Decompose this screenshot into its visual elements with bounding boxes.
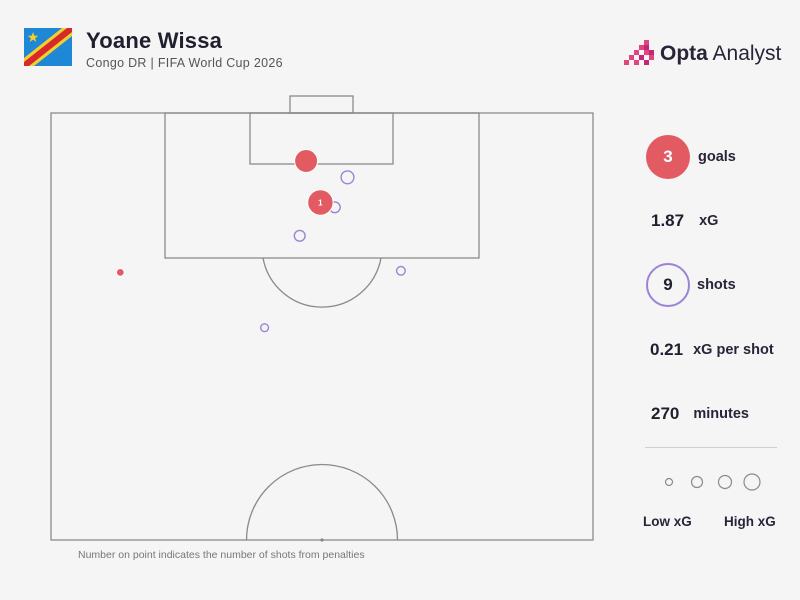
opta-logo-icon — [624, 40, 654, 65]
xg-per-shot-label: xG per shot — [693, 342, 774, 358]
xg-stat: 1.87 xG — [651, 211, 718, 231]
goals-value: 3 — [646, 135, 690, 179]
brand-analyst: Analyst — [707, 42, 782, 65]
goal-point — [294, 149, 319, 173]
six-yard-box — [249, 112, 394, 165]
goal-frame — [289, 95, 354, 114]
brand-opta: Opta — [660, 42, 708, 65]
shots-value: 9 — [646, 263, 690, 307]
xg-value: 1.87 — [651, 211, 685, 230]
centre-circle — [245, 463, 399, 541]
shot-points: 1 — [115, 149, 406, 333]
shots-label: shots — [697, 277, 736, 293]
goals-stat: 3 goals — [646, 135, 736, 179]
penalty-count-label: 1 — [318, 199, 323, 208]
shots-stat: 9 shots — [646, 263, 736, 307]
header: Yoane Wissa Congo DR | FIFA World Cup 20… — [24, 28, 283, 70]
minutes-label: minutes — [693, 406, 749, 422]
xg-per-shot-stat: 0.21 xG per shot — [650, 340, 774, 360]
opta-analyst-logo: Opta Analyst — [624, 40, 781, 68]
xg-per-shot-value: 0.21 — [650, 340, 684, 359]
shot-point — [340, 170, 355, 185]
legend-circle-4 — [743, 473, 761, 491]
minutes-value: 270 — [651, 404, 680, 423]
pitch-outline — [50, 112, 594, 541]
legend-low-xg: Low xG — [643, 514, 692, 529]
shot-point — [260, 323, 270, 333]
goals-label: goals — [698, 149, 736, 165]
minutes-stat: 270 minutes — [651, 404, 749, 424]
player-name: Yoane Wissa — [86, 28, 223, 53]
xg-label: xG — [699, 213, 719, 229]
congo-dr-flag-icon — [24, 28, 72, 66]
legend-high-xg: High xG — [724, 514, 776, 529]
centre-spot — [320, 538, 324, 542]
legend-circle-3 — [717, 474, 733, 490]
footnote: Number on point indicates the number of … — [78, 549, 365, 561]
legend-circle-2 — [690, 475, 704, 489]
title-block: Yoane Wissa Congo DR | FIFA World Cup 20… — [86, 28, 283, 70]
goal-point — [307, 189, 334, 216]
divider — [645, 447, 777, 448]
shot-point — [293, 229, 306, 242]
xg-size-legend — [664, 473, 761, 491]
legend-circle-1 — [664, 477, 674, 487]
penalty-area — [164, 112, 480, 259]
goal-point — [115, 268, 125, 277]
penalty-arc — [262, 257, 382, 308]
shot-point — [395, 265, 406, 276]
subtitle: Congo DR | FIFA World Cup 2026 — [86, 56, 283, 70]
